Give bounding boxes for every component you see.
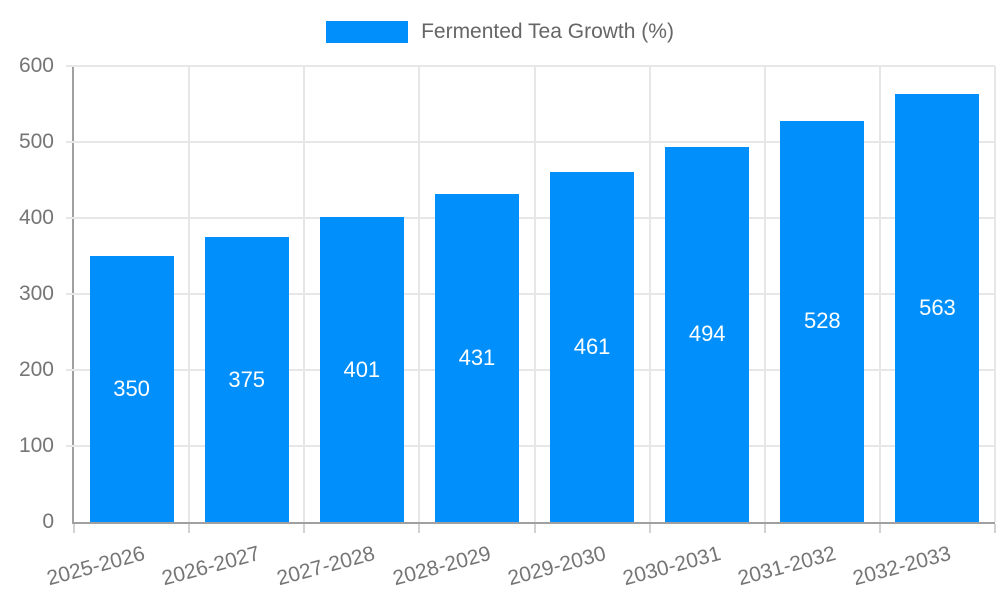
y-axis-tick-label: 600 bbox=[18, 54, 54, 77]
x-gridline bbox=[418, 66, 421, 522]
x-axis-tick bbox=[994, 524, 996, 533]
x-gridline bbox=[994, 66, 996, 522]
y-axis-tick-label: 100 bbox=[18, 434, 54, 457]
y-gridline bbox=[66, 141, 995, 143]
legend-label: Fermented Tea Growth (%) bbox=[421, 20, 674, 43]
y-axis-tick-label: 500 bbox=[18, 130, 54, 153]
x-gridline bbox=[763, 66, 766, 522]
x-axis-tick bbox=[188, 524, 191, 533]
y-axis-tick-label: 0 bbox=[42, 510, 54, 533]
x-gridline bbox=[188, 66, 191, 522]
bar-2026-2027[interactable] bbox=[204, 237, 289, 522]
x-axis-category-label: 2031-2032 bbox=[735, 542, 839, 591]
y-axis-tick-label: 400 bbox=[18, 206, 54, 229]
plot-area: 0 100 200 300 400 500 600 350 375 401 431 461 494 528… bbox=[19, 55, 996, 590]
x-axis-category-label: 2025-2026 bbox=[44, 542, 148, 591]
y-gridline bbox=[66, 65, 995, 67]
x-axis-category-label: 2029-2030 bbox=[505, 542, 609, 591]
x-axis-tick bbox=[763, 524, 766, 533]
bar-2025-2026[interactable] bbox=[89, 256, 174, 522]
legend-swatch-icon bbox=[326, 21, 409, 43]
x-axis-tick bbox=[533, 524, 536, 533]
x-axis-category-label: 2027-2028 bbox=[274, 542, 378, 591]
x-axis-tick bbox=[303, 524, 306, 533]
x-axis-tick bbox=[648, 524, 651, 533]
x-axis-tick bbox=[73, 524, 75, 533]
x-gridline bbox=[648, 66, 651, 522]
y-gridline bbox=[66, 293, 995, 295]
y-gridline bbox=[66, 445, 995, 447]
bar-2031-2032[interactable] bbox=[780, 120, 865, 522]
bar-2030-2031[interactable] bbox=[665, 146, 750, 522]
x-axis-tick bbox=[418, 524, 421, 533]
x-axis-category-label: 2032-2033 bbox=[850, 542, 954, 591]
x-gridline bbox=[303, 66, 306, 522]
x-axis-category-label: 2028-2029 bbox=[389, 542, 493, 591]
bar-2027-2028[interactable] bbox=[319, 217, 404, 522]
y-gridline bbox=[66, 217, 995, 219]
x-gridline bbox=[533, 66, 536, 522]
y-axis-tick-label: 300 bbox=[18, 282, 54, 305]
x-gridline bbox=[878, 66, 881, 522]
y-gridline bbox=[66, 369, 995, 371]
x-axis-category-label: 2030-2031 bbox=[620, 542, 724, 591]
bar-2032-2033[interactable] bbox=[895, 94, 980, 522]
x-axis-category-label: 2026-2027 bbox=[159, 542, 263, 591]
y-axis-tick-label: 200 bbox=[18, 358, 54, 381]
x-axis-tick bbox=[878, 524, 881, 533]
legend[interactable]: Fermented Tea Growth (%) bbox=[0, 20, 1000, 44]
bar-2028-2029[interactable] bbox=[434, 194, 519, 522]
bar-2029-2030[interactable] bbox=[550, 171, 635, 522]
